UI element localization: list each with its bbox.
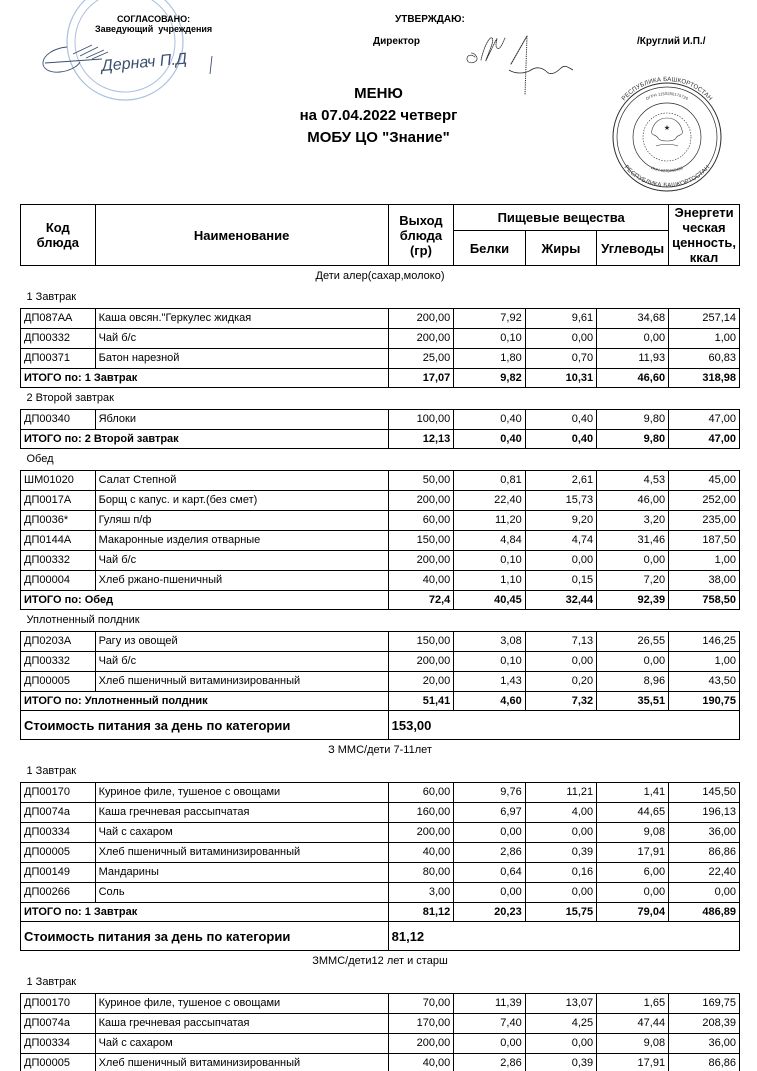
svg-text:РЕСПУБЛИКА БАШКОРТОСТАН: РЕСПУБЛИКА БАШКОРТОСТАН	[623, 164, 712, 189]
svg-text:Дернач П.Д: Дернач П.Д	[99, 51, 188, 76]
svg-text:ИНН 0275066498: ИНН 0275066498	[650, 165, 684, 173]
